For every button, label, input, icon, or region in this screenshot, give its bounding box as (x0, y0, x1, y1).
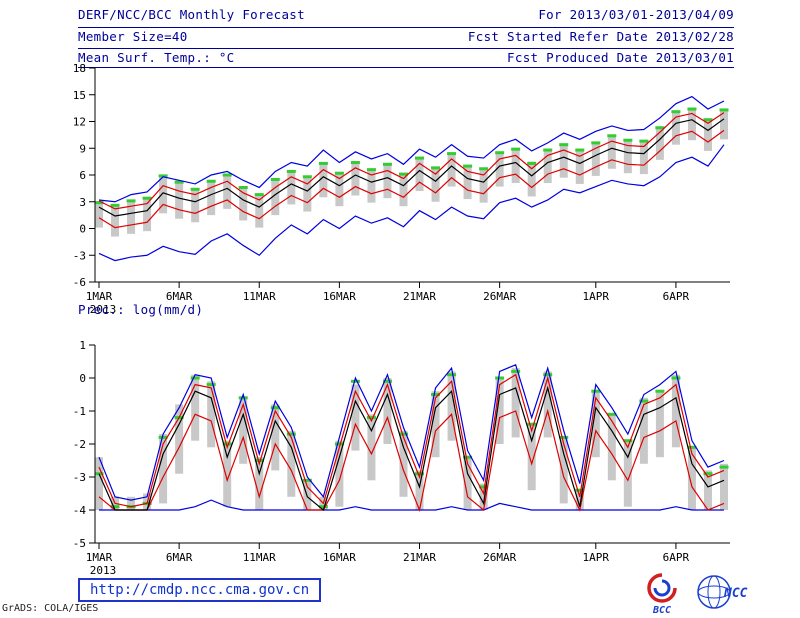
svg-text:1MAR: 1MAR (86, 551, 113, 564)
header-row-2: Member Size=40 Fcst Started Refer Date 2… (78, 29, 734, 44)
header-row-1: DERF/NCC/BCC Monthly Forecast For 2013/0… (78, 7, 734, 22)
svg-text:26MAR: 26MAR (483, 551, 516, 564)
svg-text:9: 9 (79, 142, 86, 155)
bcc-logo-label: BCC (652, 605, 671, 616)
svg-text:21MAR: 21MAR (403, 290, 436, 303)
report-title: DERF/NCC/BCC Monthly Forecast (78, 7, 305, 22)
svg-text:1APR: 1APR (583, 290, 610, 303)
svg-text:6APR: 6APR (663, 290, 690, 303)
svg-text:2013: 2013 (90, 303, 117, 316)
svg-text:3: 3 (79, 196, 86, 209)
svg-text:0: 0 (79, 223, 86, 236)
source-url-box[interactable]: http://cmdp.ncc.cma.gov.cn (78, 578, 322, 602)
forecast-period: For 2013/03/01-2013/04/09 (538, 7, 734, 22)
refer-date: Fcst Started Refer Date 2013/02/28 (467, 29, 734, 44)
header-divider-1 (78, 27, 734, 28)
header-row-3: Mean Surf. Temp.: °C Fcst Produced Date … (78, 50, 734, 65)
bcc-logo-blue-arc (653, 579, 671, 597)
svg-text:-1: -1 (73, 405, 86, 418)
header-divider-3 (78, 67, 734, 68)
svg-text:6APR: 6APR (663, 551, 690, 564)
svg-text:-3: -3 (73, 249, 86, 262)
svg-text:0: 0 (79, 372, 86, 385)
ncc-globe-equator (697, 585, 731, 599)
svg-text:1: 1 (79, 339, 86, 352)
ncc-logo: NCC (697, 575, 748, 609)
bcc-logo-red-arc (647, 573, 677, 603)
svg-text:18: 18 (73, 62, 86, 75)
precip-chart-title: Prec.: log(mm/d) (78, 302, 204, 317)
svg-text:-5: -5 (73, 537, 86, 550)
ncc-logo-label: NCC (723, 586, 748, 601)
svg-text:15: 15 (73, 89, 86, 102)
svg-text:21MAR: 21MAR (403, 551, 436, 564)
header-divider-2 (78, 48, 734, 49)
svg-text:-6: -6 (73, 276, 86, 289)
bcc-logo: BCC (647, 573, 677, 616)
member-size: Member Size=40 (78, 29, 188, 44)
svg-text:-3: -3 (73, 471, 86, 484)
svg-text:11MAR: 11MAR (243, 290, 276, 303)
temperature-chart-title: Mean Surf. Temp.: °C (78, 50, 235, 65)
svg-text:11MAR: 11MAR (243, 551, 276, 564)
svg-text:2013: 2013 (90, 564, 117, 577)
svg-text:1APR: 1APR (583, 551, 610, 564)
source-url[interactable]: http://cmdp.ncc.cma.gov.cn (90, 582, 310, 598)
svg-text:16MAR: 16MAR (323, 551, 356, 564)
svg-text:6: 6 (79, 169, 86, 182)
grads-credit: GrADS: COLA/IGES (2, 603, 99, 614)
svg-text:1MAR: 1MAR (86, 290, 113, 303)
svg-text:16MAR: 16MAR (323, 290, 356, 303)
svg-text:-2: -2 (73, 438, 86, 451)
svg-text:-4: -4 (73, 504, 87, 517)
svg-text:26MAR: 26MAR (483, 290, 516, 303)
ncc-globe-meridian (707, 575, 721, 609)
svg-text:6MAR: 6MAR (166, 290, 193, 303)
svg-text:12: 12 (73, 116, 86, 129)
produced-date: Fcst Produced Date 2013/03/01 (507, 50, 734, 65)
svg-text:6MAR: 6MAR (166, 551, 193, 564)
